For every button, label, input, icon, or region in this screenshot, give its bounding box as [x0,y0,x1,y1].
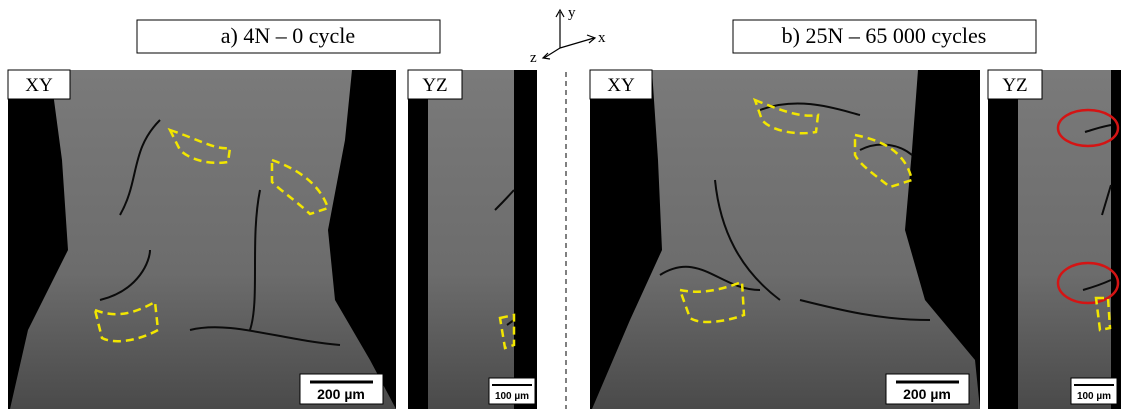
scale-label: 200 µm [317,386,365,402]
axis-label: x [598,30,606,46]
view-label: XY [25,75,53,96]
figure: a) 4N – 0 cycle b) 25N – 65 000 cycles y… [0,0,1121,409]
specimen [1018,70,1111,409]
specimen [428,70,514,409]
axis-label: z [530,50,537,66]
scale-label: 100 µm [1077,391,1111,402]
panel-title: b) 25N – 65 000 cycles [782,23,987,48]
scale-label: 200 µm [903,386,951,402]
view-label: YZ [422,75,447,96]
axis-label: y [568,5,576,21]
view-label: YZ [1002,75,1027,96]
view-label: XY [607,75,635,96]
scale-label: 100 µm [495,391,529,402]
panel-title: a) 4N – 0 cycle [221,23,355,48]
